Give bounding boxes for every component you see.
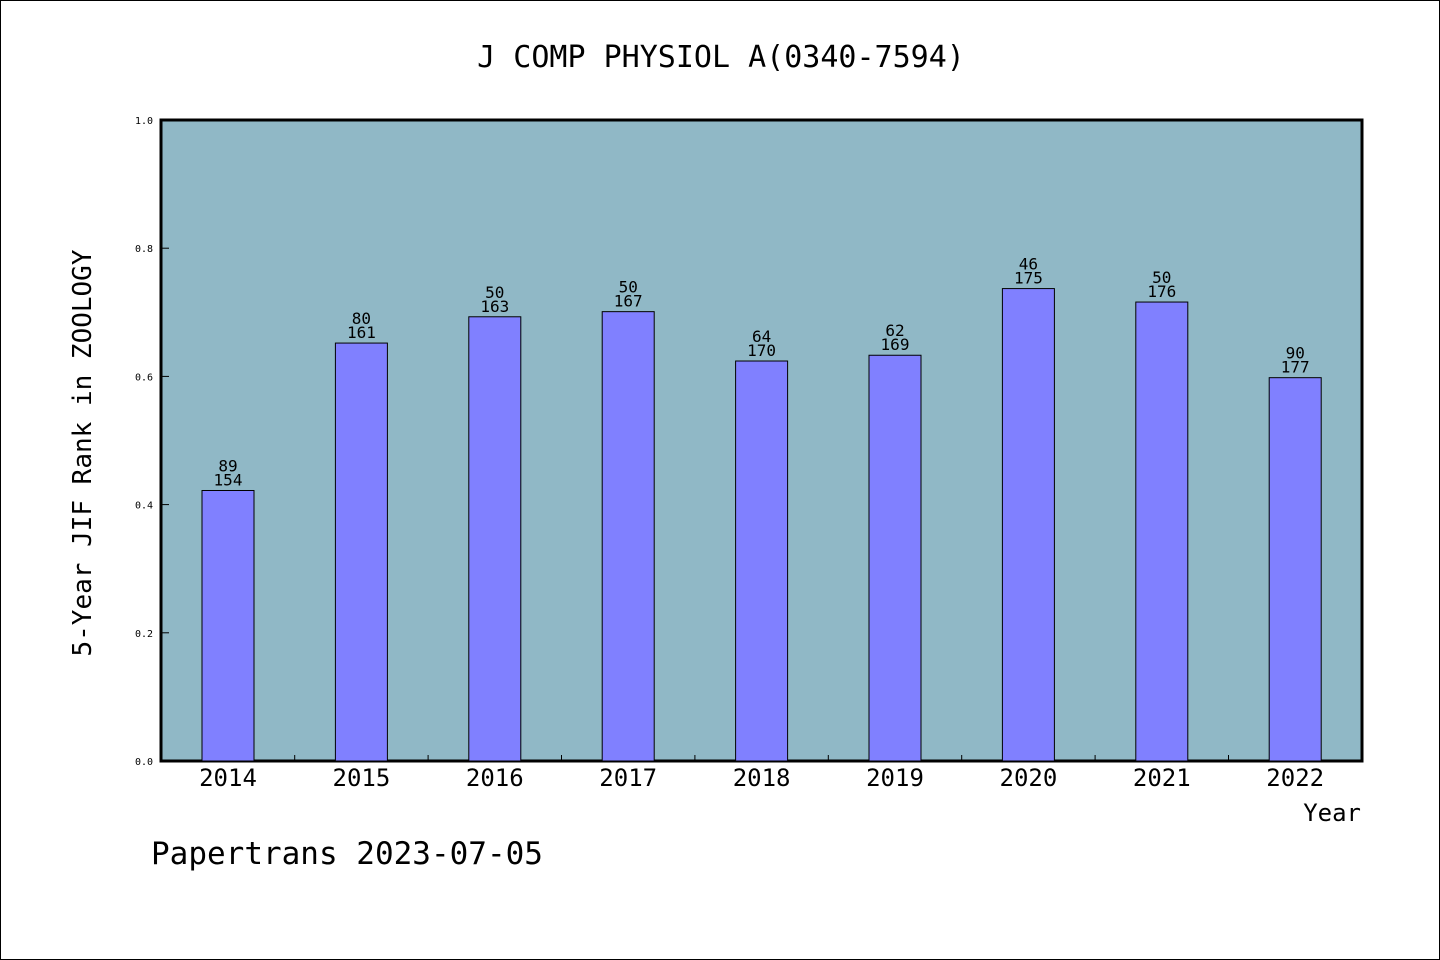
x-axis: 2014 2015 2016 2017 2018 2019 2020 2021 2022 [199,755,1324,792]
bar-rank-label: 50 [1152,268,1171,287]
bar-2018 [735,360,789,762]
x-tick-label: 2015 [333,764,391,792]
bar-total-label: 177 [1281,358,1310,377]
x-tick-label: 2017 [599,764,657,792]
bar-2014 [201,489,255,762]
bar-total-label: 175 [1014,269,1043,288]
bar-total-label: 154 [214,470,243,489]
bar-2022 [1268,377,1322,762]
bar-total-label: 176 [1147,282,1176,301]
x-tick-label: 2019 [866,764,924,792]
bar-total-label: 170 [747,341,776,360]
x-axis-label: Year [1303,799,1361,827]
bar-2020 [1001,288,1055,762]
y-tick-label: 0.8 [135,244,153,255]
bar-rank-label: 89 [218,456,237,475]
y-tick-label: 0.2 [135,629,153,640]
y-tick-label: 1.0 [135,116,153,127]
bar-rank-label: 50 [485,283,504,302]
bar-rank-label: 64 [752,327,771,346]
chart-title: J COMP PHYSIOL A(0340-7594) [477,40,965,75]
bar-total-label: 163 [480,297,509,316]
bar-total-label: 161 [347,323,376,342]
bar-rank-label: 80 [352,309,371,328]
x-tick-label: 2018 [733,764,791,792]
y-axis-label: 5-Year JIF Rank in ZOOLOGY [68,249,98,656]
bar-2021 [1135,301,1189,762]
x-tick-label: 2020 [1000,764,1058,792]
bar-rank-label: 46 [1019,255,1038,274]
y-tick-label: 0.4 [135,501,153,512]
bar-rank-label: 50 [619,278,638,297]
bar-rank-label: 90 [1286,344,1305,363]
bar-2017 [601,311,655,762]
bar-rank-label: 62 [885,321,904,340]
x-tick-label: 2014 [199,764,257,792]
x-tick-label: 2022 [1266,764,1324,792]
bar-total-label: 169 [881,335,910,354]
x-tick-label: 2016 [466,764,524,792]
footer-credit: Papertrans 2023-07-05 [151,836,543,872]
y-axis: 0.0 0.2 0.4 0.6 0.8 1.0 [135,116,169,768]
bar-2015 [334,342,388,762]
bar-2016 [468,316,522,762]
x-tick-label: 2021 [1133,764,1191,792]
bar-2019 [868,354,922,762]
bar-total-label: 167 [614,292,643,311]
y-tick-label: 0.6 [135,372,153,383]
y-tick-label: 0.0 [135,757,153,768]
